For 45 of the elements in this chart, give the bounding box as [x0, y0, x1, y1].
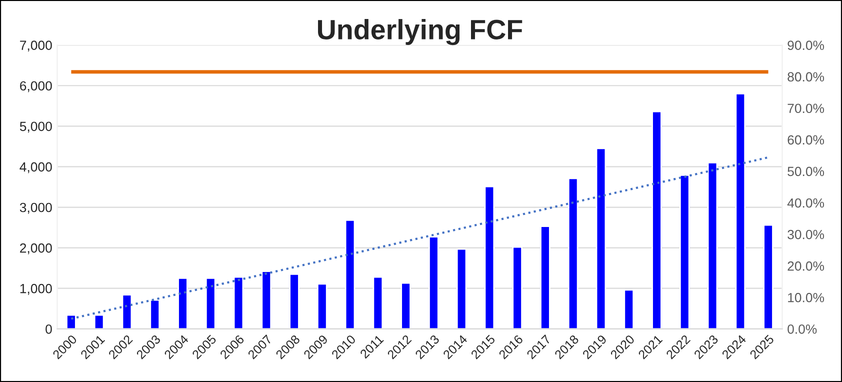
bar	[652, 110, 662, 329]
bar	[122, 294, 132, 329]
bar	[205, 278, 216, 329]
bar	[512, 246, 522, 329]
y2-tick-label: 60.0%	[788, 135, 824, 145]
bar	[540, 226, 550, 329]
y-tick-label: 4,000	[20, 162, 52, 174]
bar	[568, 178, 578, 329]
bar	[624, 289, 634, 329]
y2-tick-label: 10.0%	[788, 292, 824, 302]
bar	[596, 148, 606, 329]
chart-title: Underlying FCF	[318, 19, 522, 46]
bar	[289, 273, 300, 329]
y-tick-label: 2,000	[20, 243, 52, 254]
bar	[372, 276, 384, 329]
bar	[316, 283, 328, 329]
y2-tick-label: 30.0%	[788, 230, 824, 240]
bar	[763, 224, 774, 329]
bar	[679, 174, 690, 329]
y2-tick-label: 40.0%	[787, 198, 824, 208]
bar	[428, 236, 439, 329]
y-tick-label: 5,000	[20, 122, 52, 133]
y-tick-label: 3,000	[20, 202, 52, 214]
y2-tick-label: 0.0%	[788, 324, 817, 334]
bar	[150, 299, 160, 329]
y-tick-label: 6,000	[20, 81, 52, 92]
y-tick-label: 7,000	[20, 40, 52, 52]
y2-tick-label: 20.0%	[788, 261, 824, 271]
bar	[66, 314, 76, 329]
y2-tick-label: 90.0%	[788, 40, 824, 50]
bar	[735, 93, 746, 329]
bar	[94, 314, 104, 329]
y-tick-label: 0	[46, 324, 52, 334]
y2-tick-label: 80.0%	[788, 72, 824, 82]
bar	[261, 270, 272, 329]
bar	[233, 276, 244, 329]
bar	[456, 248, 467, 329]
bar	[484, 186, 495, 329]
y2-tick-label: 50.0%	[788, 166, 824, 176]
bar	[178, 278, 188, 329]
y-tick-label: 1,000	[20, 284, 52, 295]
y2-tick-label: 70.0%	[788, 104, 824, 114]
bar	[707, 162, 718, 329]
bar	[344, 220, 356, 329]
bar	[400, 282, 411, 329]
